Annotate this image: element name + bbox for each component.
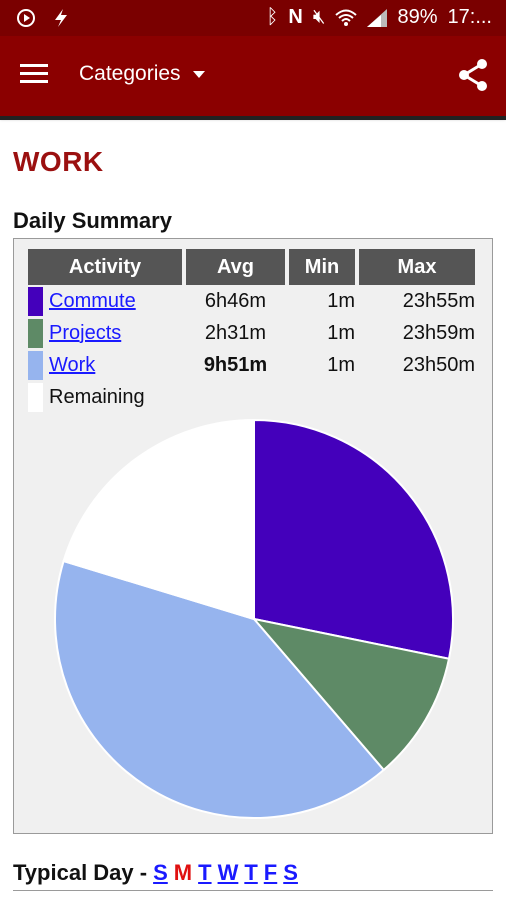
day-link-mon[interactable]: M (173, 860, 193, 885)
table-row: Projects 2h31m 1m 23h59m (28, 317, 475, 349)
dropdown-caret-icon (192, 70, 205, 78)
max-cell: 23h59m (402, 321, 475, 344)
daily-summary-heading: Daily Summary (13, 208, 172, 233)
header-min: Min (289, 249, 355, 285)
wifi-icon (335, 9, 358, 26)
clock-text: 17:... (447, 6, 492, 28)
header-activity: Activity (28, 249, 182, 285)
pie-slice-commute (253, 419, 454, 660)
header-avg: Avg (186, 249, 285, 285)
day-link-wed[interactable]: W (217, 860, 239, 885)
commute-link[interactable]: Commute (49, 289, 136, 312)
commute-swatch (28, 286, 43, 316)
header-max: Max (359, 249, 475, 285)
day-link-sun[interactable]: S (153, 860, 168, 885)
signal-icon (367, 8, 388, 27)
share-icon[interactable] (458, 58, 488, 92)
day-link-fri[interactable]: F (263, 860, 278, 885)
min-cell: 1m (327, 289, 355, 312)
max-cell: 23h55m (402, 289, 475, 312)
typical-day-label: Typical Day - (13, 860, 148, 885)
table-row: Work 9h51m 1m 23h50m (28, 349, 475, 381)
avg-cell-highlight: 9h51m (203, 353, 268, 376)
work-link[interactable]: Work (49, 353, 96, 376)
summary-table: Activity Avg Min Max Commute 6h46m 1m 23… (24, 249, 479, 413)
max-cell: 23h50m (402, 353, 475, 376)
empty-cell (289, 381, 355, 413)
bluetooth-icon: ᛒ (266, 6, 279, 28)
play-circle-icon (17, 9, 35, 27)
categories-label: Categories (79, 62, 181, 85)
battery-text: 89% (397, 6, 438, 28)
min-cell: 1m (327, 321, 355, 344)
day-link-tue[interactable]: T (198, 860, 212, 885)
remaining-label: Remaining (49, 385, 145, 408)
typical-day-row: Typical Day - S M T W T F S (13, 860, 298, 886)
min-cell: 1m (327, 353, 355, 376)
activity-cell: Remaining (28, 381, 182, 413)
empty-cell (359, 381, 475, 413)
divider (0, 116, 506, 120)
projects-swatch (28, 318, 43, 348)
activity-cell: Projects (28, 317, 182, 349)
projects-link[interactable]: Projects (49, 321, 122, 344)
page-title: WORK (13, 146, 104, 177)
empty-cell (186, 381, 285, 413)
table-row: Commute 6h46m 1m 23h55m (28, 285, 475, 317)
day-link-thu[interactable]: T (244, 860, 258, 885)
pie-slice-remaining (62, 419, 255, 621)
mute-icon: 🔇︎ (312, 6, 326, 28)
daily-pie-chart (54, 419, 454, 819)
table-row: Remaining (28, 381, 475, 413)
flash-icon (55, 9, 67, 27)
hamburger-menu-icon[interactable] (20, 64, 48, 86)
pie-slice-projects (251, 617, 451, 772)
avg-cell: 2h31m (204, 321, 267, 344)
typical-day-panel-edge (13, 890, 493, 911)
work-swatch (28, 350, 43, 380)
pie-slice-work (54, 559, 386, 819)
status-bar: ᛒ N 🔇︎ 89% 17:... (0, 0, 506, 36)
avg-cell: 6h46m (204, 289, 267, 312)
activity-cell: Commute (28, 285, 182, 317)
activity-cell: Work (28, 349, 182, 381)
day-link-sat[interactable]: S (283, 860, 298, 885)
summary-header-row: Activity Avg Min Max (28, 249, 475, 285)
nfc-icon: N (288, 6, 303, 28)
daily-summary-panel: Activity Avg Min Max Commute 6h46m 1m 23… (13, 238, 493, 834)
app-bar: Categories (0, 36, 506, 116)
categories-dropdown[interactable]: Categories (79, 62, 205, 86)
remaining-swatch (28, 382, 43, 412)
